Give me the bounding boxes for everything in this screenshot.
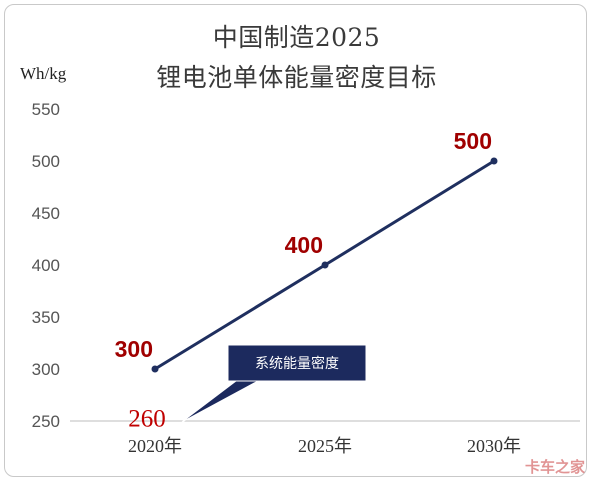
annotation-value: 260 (128, 406, 166, 433)
annotation-callout: 260 系统能量密度 (128, 344, 367, 433)
chart-title-line2: 锂电池单体能量密度目标 (156, 63, 437, 92)
annotation-box (227, 344, 367, 382)
x-tick-label: 2020年 (128, 436, 182, 456)
watermark: 卡车之家 (524, 458, 585, 476)
data-point (151, 365, 159, 373)
y-tick-label: 400 (32, 256, 60, 275)
x-tick-label: 2025年 (298, 436, 352, 456)
chart-frame (4, 4, 587, 477)
chart-title-line1: 中国制造2025 (212, 23, 381, 52)
data-labels: 300 400 500 (115, 128, 492, 362)
data-label: 400 (285, 232, 323, 258)
annotation-pointer (180, 380, 259, 424)
y-tick-label: 550 (32, 100, 60, 119)
data-point (490, 157, 498, 165)
y-tick-label: 250 (32, 412, 60, 431)
y-tick-label: 300 (32, 360, 60, 379)
series-group (151, 157, 498, 373)
y-tick-label: 450 (32, 204, 60, 223)
annotation-label: 系统能量密度 (255, 355, 339, 372)
y-tick-label: 350 (32, 308, 60, 327)
data-label: 300 (115, 336, 153, 362)
x-tick-label: 2030年 (467, 436, 521, 456)
data-label: 500 (454, 128, 492, 154)
y-axis-unit: Wh/kg (20, 64, 67, 83)
x-tick-labels: 2020年 2025年 2030年 (128, 436, 521, 456)
y-tick-label: 500 (32, 152, 60, 171)
data-point (321, 261, 329, 269)
y-tick-labels: 250 300 350 400 450 500 550 (32, 100, 60, 431)
